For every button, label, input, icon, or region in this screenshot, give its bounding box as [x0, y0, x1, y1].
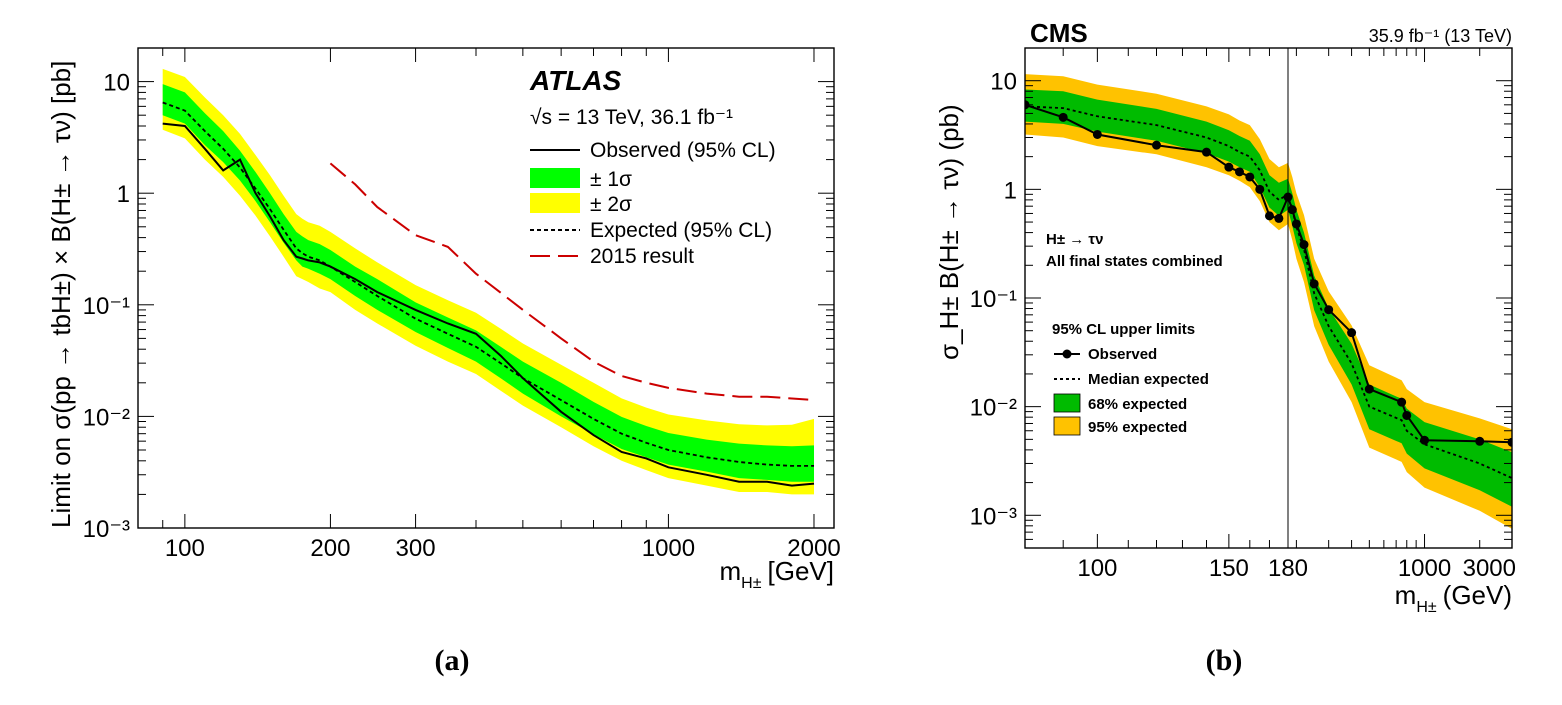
atlas-x-tick-label: 100	[165, 535, 205, 562]
cms-legend-95-swatch	[1053, 416, 1081, 436]
cms-y-axis-label: σ_H± B(H± → τν) (pb)	[934, 104, 964, 360]
cms-x-tick-label: 3000	[1463, 555, 1516, 582]
atlas-x-tick-label: 1000	[642, 535, 695, 562]
atlas-x-tick-label: 200	[310, 535, 350, 562]
atlas-y-tick-label: 10⁻³	[83, 516, 130, 543]
cms-observed-point	[1058, 112, 1068, 122]
atlas-x-label-main: m	[720, 556, 742, 586]
atlas-panel: 100 200 300 1000 2000 10⁻³ 10⁻² 10⁻¹ 1 10 Limit o…	[46, 47, 841, 677]
legend-2sigma-label: ± 2σ	[590, 193, 632, 216]
cms-observed-point	[1152, 140, 1161, 150]
cms-x-axis-label: mH± (GeV)	[1395, 580, 1512, 616]
atlas-x-axis-label: mH± [GeV]	[720, 556, 835, 592]
cms-legend-observed-label: Observed	[1088, 346, 1157, 363]
cms-annotation-process: H± → τν	[1046, 231, 1103, 248]
cms-x-tick-label: 1000	[1398, 555, 1451, 582]
cms-observed-point	[1299, 240, 1309, 250]
cms-observed-point	[1291, 219, 1301, 229]
cms-observed-point	[1475, 436, 1485, 446]
cms-x-tick-label: 180	[1268, 555, 1308, 582]
cms-y-tick-label: 10⁻¹	[970, 286, 1017, 313]
cms-observed-point	[1201, 147, 1211, 157]
cms-observed-point	[1364, 384, 1374, 394]
atlas-y-axis-label: Limit on σ(pp → tbH±) × B(H± → τν) [pb]	[46, 61, 76, 528]
cms-observed-point	[1264, 211, 1274, 221]
cms-x-tick-label: 100	[1077, 555, 1117, 582]
cms-observed-point	[1235, 167, 1245, 177]
atlas-expected-line	[162, 101, 814, 467]
cms-observed-line	[1025, 103, 1512, 444]
cms-x-label-sub: H±	[1416, 599, 1437, 616]
cms-legend-title: 95% CL upper limits	[1052, 321, 1195, 338]
legend-2015-label: 2015 result	[590, 245, 694, 268]
cms-observed-point	[1324, 305, 1334, 315]
atlas-2015-line	[329, 162, 815, 402]
cms-68-band	[1025, 89, 1512, 507]
legend-1sigma-swatch	[530, 168, 580, 188]
cms-experiment-label: CMS	[1030, 18, 1088, 48]
atlas-2sigma-band	[162, 68, 814, 495]
legend-1sigma-label: ± 1σ	[590, 168, 632, 191]
cms-observed-point	[1420, 435, 1430, 445]
cms-annotation-final-states: All final states combined	[1046, 253, 1223, 270]
cms-panel: 100 150 180 1000 3000 10⁻³ 10⁻² 10⁻¹ 1 10 CMS 35.…	[934, 18, 1516, 677]
atlas-x-tick-label: 2000	[787, 535, 840, 562]
cms-observed-point	[1255, 184, 1265, 194]
legend-expected-label: Expected (95% CL)	[590, 219, 772, 242]
cms-lumi-label: 35.9 fb⁻¹ (13 TeV)	[1369, 26, 1512, 46]
legend-2sigma-swatch	[530, 193, 580, 213]
atlas-x-tick-label: 300	[396, 535, 436, 562]
cms-y-tick-label: 10⁻²	[970, 395, 1017, 422]
legend-observed-label: Observed (95% CL)	[590, 139, 776, 162]
cms-observed-point	[1287, 205, 1297, 215]
cms-observed-point	[1092, 129, 1102, 139]
atlas-experiment-label: ATLAS	[529, 65, 622, 96]
caption-b: (b)	[1206, 644, 1243, 677]
cms-observed-point	[1402, 410, 1412, 420]
cms-y-tick-label: 1	[1004, 177, 1017, 204]
atlas-y-tick-label: 10⁻¹	[83, 293, 130, 320]
atlas-y-tick-label: 1	[117, 181, 130, 208]
cms-y-tick-label: 10⁻³	[970, 503, 1017, 530]
cms-x-label-main: m	[1395, 580, 1417, 610]
atlas-y-tick-label: 10	[103, 70, 130, 97]
atlas-x-label-sub: H±	[741, 575, 762, 592]
cms-observed-point	[1309, 279, 1319, 289]
cms-legend-expected-label: Median expected	[1088, 371, 1209, 388]
cms-observed-point	[1224, 162, 1234, 172]
cms-legend-68-swatch	[1053, 393, 1081, 413]
atlas-plot-frame	[137, 47, 835, 529]
cms-observed-point	[1274, 213, 1284, 223]
cms-legend-68-label: 68% expected	[1088, 396, 1187, 413]
cms-x-label-unit: (GeV)	[1443, 580, 1512, 610]
cms-x-tick-label: 150	[1209, 555, 1249, 582]
cms-legend-observed-marker	[1062, 349, 1072, 359]
caption-a: (a)	[435, 644, 470, 677]
atlas-energy-label: √s = 13 TeV, 36.1 fb⁻¹	[530, 106, 733, 129]
atlas-observed-line	[162, 122, 815, 487]
cms-observed-point	[1507, 437, 1512, 447]
cms-legend-95-label: 95% expected	[1088, 419, 1187, 436]
cms-observed-point	[1397, 397, 1407, 407]
cms-observed-point	[1245, 172, 1255, 182]
cms-observed-point	[1347, 328, 1357, 338]
cms-median-expected-line	[1025, 105, 1512, 479]
cms-y-tick-label: 10	[990, 69, 1017, 96]
atlas-y-tick-label: 10⁻²	[83, 404, 130, 431]
atlas-x-label-unit: [GeV]	[768, 556, 834, 586]
